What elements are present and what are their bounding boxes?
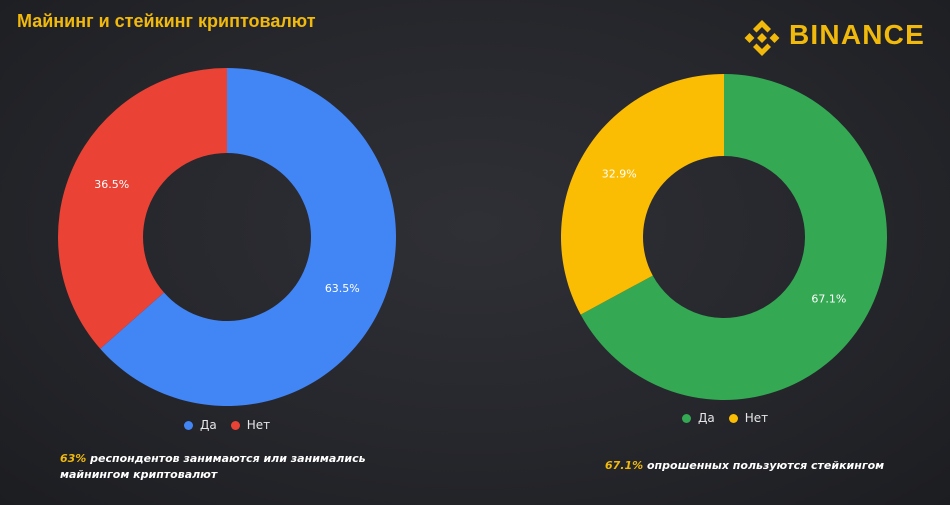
caption-highlight: 67.1% — [605, 459, 644, 472]
legend-dot-yes — [682, 413, 691, 423]
donut-slice-yes[interactable] — [100, 68, 396, 406]
slice-label-no: 32.9% — [602, 168, 637, 181]
legend-label: Да — [698, 411, 715, 425]
logo-text: BINANCE — [789, 19, 925, 50]
legend-mining: Да Нет — [184, 418, 270, 432]
caption-text: опрошенных пользуются стейкингом — [643, 459, 885, 472]
binance-logo: BINANCE — [742, 18, 938, 58]
caption-mining: 63% респондентов занимаются или занимали… — [60, 451, 390, 483]
legend-dot-no — [230, 420, 240, 430]
donut-slice-no[interactable] — [561, 74, 724, 315]
donut-slice-yes[interactable] — [580, 74, 887, 400]
caption-text: респондентов занимаются или занимались м… — [60, 452, 366, 481]
legend-staking: Да Нет — [682, 411, 768, 425]
legend-item-no[interactable]: Нет — [230, 418, 271, 432]
donut-chart-staking: 67.1% 32.9% — [561, 74, 887, 400]
legend-item-yes[interactable]: Да — [682, 411, 715, 425]
legend-dot-no — [728, 413, 738, 423]
donut-chart-mining: 63.5% 36.5% — [58, 68, 396, 406]
legend-item-yes[interactable]: Да — [184, 418, 217, 432]
legend-label: Да — [200, 418, 217, 432]
page-title: Майнинг и стейкинг криптовалют — [17, 11, 316, 31]
caption-staking: 67.1% опрошенных пользуются стейкингом — [605, 458, 935, 474]
legend-item-no[interactable]: Нет — [728, 411, 769, 425]
caption-highlight: 63% — [60, 452, 87, 465]
legend-dot-yes — [184, 420, 193, 430]
donut-slice-no[interactable] — [58, 68, 227, 349]
legend-label: Нет — [744, 411, 769, 425]
slice-label-yes: 63.5% — [325, 282, 360, 295]
slice-label-no: 36.5% — [94, 178, 129, 191]
slice-label-yes: 67.1% — [811, 292, 846, 305]
legend-label: Нет — [246, 418, 271, 432]
binance-diamond-logo-icon — [744, 20, 780, 56]
